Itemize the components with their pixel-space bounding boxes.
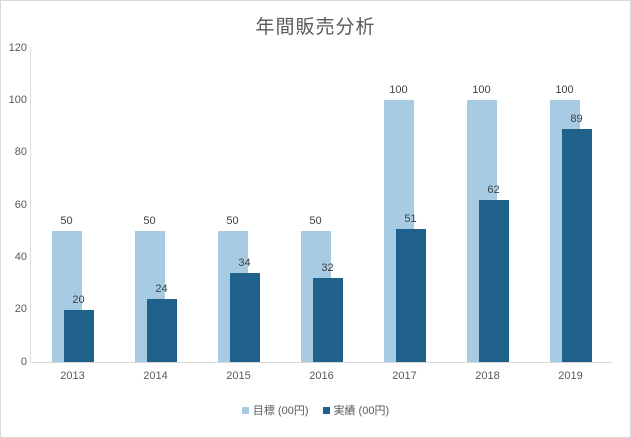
bar-value-label: 32 (321, 262, 334, 275)
bar-value-label: 51 (404, 212, 417, 225)
bar-value-label: 100 (555, 84, 574, 97)
category-label: 2016 (309, 370, 334, 382)
category-label: 2013 (60, 370, 85, 382)
chart-title: 年間販売分析 (255, 17, 376, 38)
y-tick-label: 100 (8, 93, 27, 106)
bar-value-label: 24 (155, 283, 168, 296)
legend-label-target: 目標 (00円) (252, 405, 309, 417)
bar-actual (146, 299, 177, 362)
bar-value-label: 50 (309, 215, 322, 228)
y-tick-label: 40 (14, 250, 27, 263)
bar-value-label: 50 (226, 215, 239, 228)
bar-value-label: 100 (389, 84, 408, 97)
bar-actual (229, 273, 260, 362)
y-tick-label: 20 (14, 303, 27, 316)
y-tick-label: 0 (20, 355, 27, 368)
bar-value-label: 20 (72, 293, 85, 306)
bar-value-label: 62 (487, 183, 500, 196)
category-label: 2017 (392, 370, 417, 382)
bar-value-label: 89 (570, 113, 583, 126)
bar-value-label: 34 (238, 257, 251, 270)
category-label: 2015 (226, 370, 251, 382)
bar-value-label: 100 (472, 84, 491, 97)
bar-value-label: 50 (143, 215, 156, 228)
x-axis-line (31, 362, 612, 363)
bar-actual (395, 228, 426, 362)
category-label: 2019 (558, 370, 583, 382)
bar-actual (63, 309, 94, 362)
legend-item-target: 目標 (00円) (241, 402, 309, 418)
legend: 目標 (00円) 実績 (00円) (1, 402, 630, 418)
bar-actual (478, 199, 509, 362)
bar-actual (561, 129, 592, 362)
legend-item-actual: 実績 (00円) (322, 402, 390, 418)
y-tick-label: 80 (14, 146, 27, 159)
legend-swatch-target (241, 406, 249, 414)
y-axis-line (30, 47, 31, 362)
bar-actual (312, 278, 343, 362)
bar-value-label: 50 (60, 215, 73, 228)
category-label: 2018 (475, 370, 500, 382)
y-tick-label: 60 (14, 198, 27, 211)
category-label: 2014 (143, 370, 168, 382)
y-tick-label: 120 (8, 41, 27, 54)
legend-swatch-actual (322, 406, 330, 414)
legend-label-actual: 実績 (00円) (333, 405, 390, 417)
